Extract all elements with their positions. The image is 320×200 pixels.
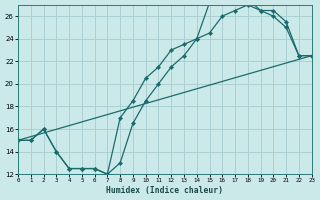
X-axis label: Humidex (Indice chaleur): Humidex (Indice chaleur) xyxy=(106,186,223,195)
